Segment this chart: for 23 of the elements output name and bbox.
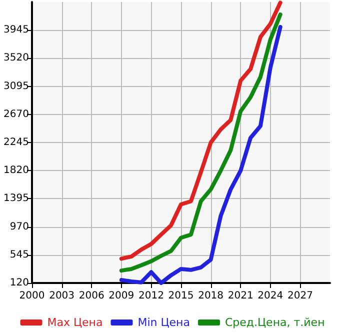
y-tick-label: 3095 [4,80,29,92]
legend-label: Max Цена [47,316,103,329]
y-tick-label: 2670 [4,108,29,120]
x-tick-label: 2018 [198,290,224,302]
y-tick-label: 120 [10,278,29,288]
legend-label: Сред.Цена, т.йен [224,316,325,329]
x-tick-label: 2024 [258,290,284,302]
x-tick-label: 2012 [138,290,164,302]
y-tick-label: 1395 [4,193,29,204]
y-tick-label: 2245 [4,137,29,148]
x-tick-label: 2015 [168,290,194,302]
x-tick-label: 2009 [108,290,134,302]
x-tick-label: 2027 [287,290,313,302]
x-tick-label: 2006 [78,290,104,302]
y-tick-label: 3945 [4,24,29,36]
x-tick-label: 2021 [228,290,254,302]
x-tick-label: 2003 [49,290,75,302]
legend-label: Min Цена [138,316,190,329]
y-tick-label: 1820 [4,165,29,176]
y-tick-label: 3520 [4,52,29,64]
y-tick-label: 545 [10,249,29,260]
x-tick-label: 2000 [19,290,45,302]
y-tick-label: 970 [10,221,29,232]
